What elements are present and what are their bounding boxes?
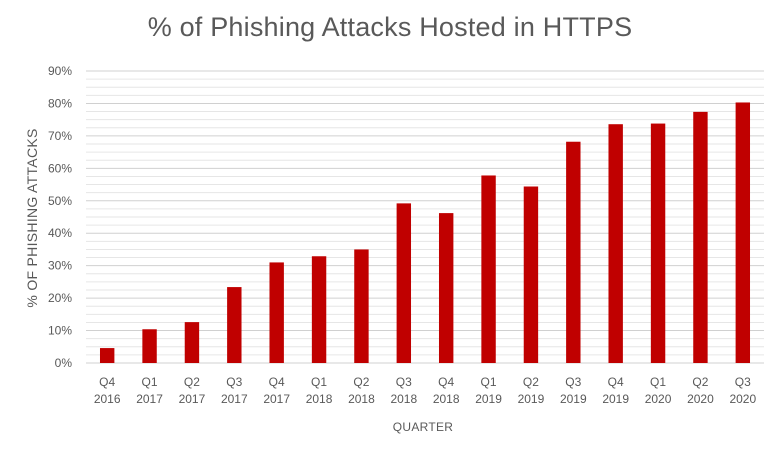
y-axis-title: % OF PHISHING ATTACKS	[24, 128, 40, 307]
x-tick-label-quarter: Q2	[523, 375, 539, 389]
y-tick-label: 70%	[48, 129, 72, 143]
x-tick-label-year: 2019	[560, 392, 587, 406]
bar	[184, 322, 200, 363]
x-tick-label-year: 2017	[263, 392, 290, 406]
bar	[142, 329, 157, 363]
bar	[650, 123, 666, 363]
x-tick-label-year: 2017	[179, 392, 206, 406]
x-tick-label-quarter: Q1	[481, 375, 497, 389]
bar	[608, 124, 623, 363]
y-tick-label: 90%	[48, 64, 72, 78]
x-tick-label-quarter: Q3	[565, 375, 581, 389]
y-tick-label: 0%	[55, 356, 73, 370]
bar	[99, 348, 115, 363]
x-tick-label-year: 2018	[433, 392, 460, 406]
x-tick-label-quarter: Q2	[692, 375, 708, 389]
y-tick-label: 10%	[48, 324, 72, 338]
x-tick-label-year: 2020	[645, 392, 672, 406]
bar	[269, 262, 284, 363]
bars	[99, 102, 751, 364]
x-tick-label-quarter: Q4	[99, 375, 115, 389]
x-tick-label-quarter: Q3	[735, 375, 751, 389]
y-tick-label: 60%	[48, 161, 72, 175]
x-tick-label-quarter: Q2	[353, 375, 369, 389]
x-tick-label-quarter: Q4	[438, 375, 454, 389]
bar	[396, 203, 412, 363]
x-tick-label-year: 2016	[94, 392, 121, 406]
x-tick-label-quarter: Q1	[142, 375, 158, 389]
y-tick-label: 40%	[48, 226, 72, 240]
x-tick-label-year: 2020	[687, 392, 714, 406]
bar	[735, 102, 751, 364]
x-axis-title: QUARTER	[393, 420, 454, 434]
x-tick-label-year: 2019	[518, 392, 545, 406]
x-tick-label-quarter: Q2	[184, 375, 200, 389]
x-tick-label-year: 2018	[390, 392, 417, 406]
y-axis-ticks: 0% 10% 20% 30% 40% 50% 60% 70% 80% 90%	[48, 64, 72, 370]
y-tick-label: 20%	[48, 291, 72, 305]
x-axis-ticks: Q4 2016 Q1 2017 Q2 2017 Q3 2017 Q4 2017 Q1 2018 Q2 20…	[94, 375, 757, 406]
x-tick-label-year: 2018	[348, 392, 375, 406]
bar	[693, 111, 708, 363]
x-tick-label-year: 2018	[306, 392, 333, 406]
x-tick-label-quarter: Q1	[311, 375, 327, 389]
chart-title: % of Phishing Attacks Hosted in HTTPS	[147, 12, 633, 42]
x-tick-label-year: 2017	[136, 392, 163, 406]
bar	[566, 141, 581, 363]
y-tick-label: 50%	[48, 194, 72, 208]
x-tick-label-quarter: Q4	[608, 375, 624, 389]
x-tick-label-quarter: Q4	[269, 375, 285, 389]
bar	[523, 186, 539, 363]
bar	[354, 249, 369, 363]
bar	[311, 256, 327, 363]
bar	[438, 213, 454, 363]
x-tick-label-year: 2017	[221, 392, 248, 406]
y-tick-label: 80%	[48, 96, 72, 110]
x-tick-label-quarter: Q3	[226, 375, 242, 389]
x-tick-label-year: 2019	[475, 392, 502, 406]
bar	[227, 287, 242, 363]
x-tick-label-year: 2020	[729, 392, 756, 406]
x-tick-label-quarter: Q1	[650, 375, 666, 389]
bar	[481, 175, 496, 363]
x-tick-label-quarter: Q3	[396, 375, 412, 389]
x-tick-label-year: 2019	[602, 392, 629, 406]
y-tick-label: 30%	[48, 259, 72, 273]
